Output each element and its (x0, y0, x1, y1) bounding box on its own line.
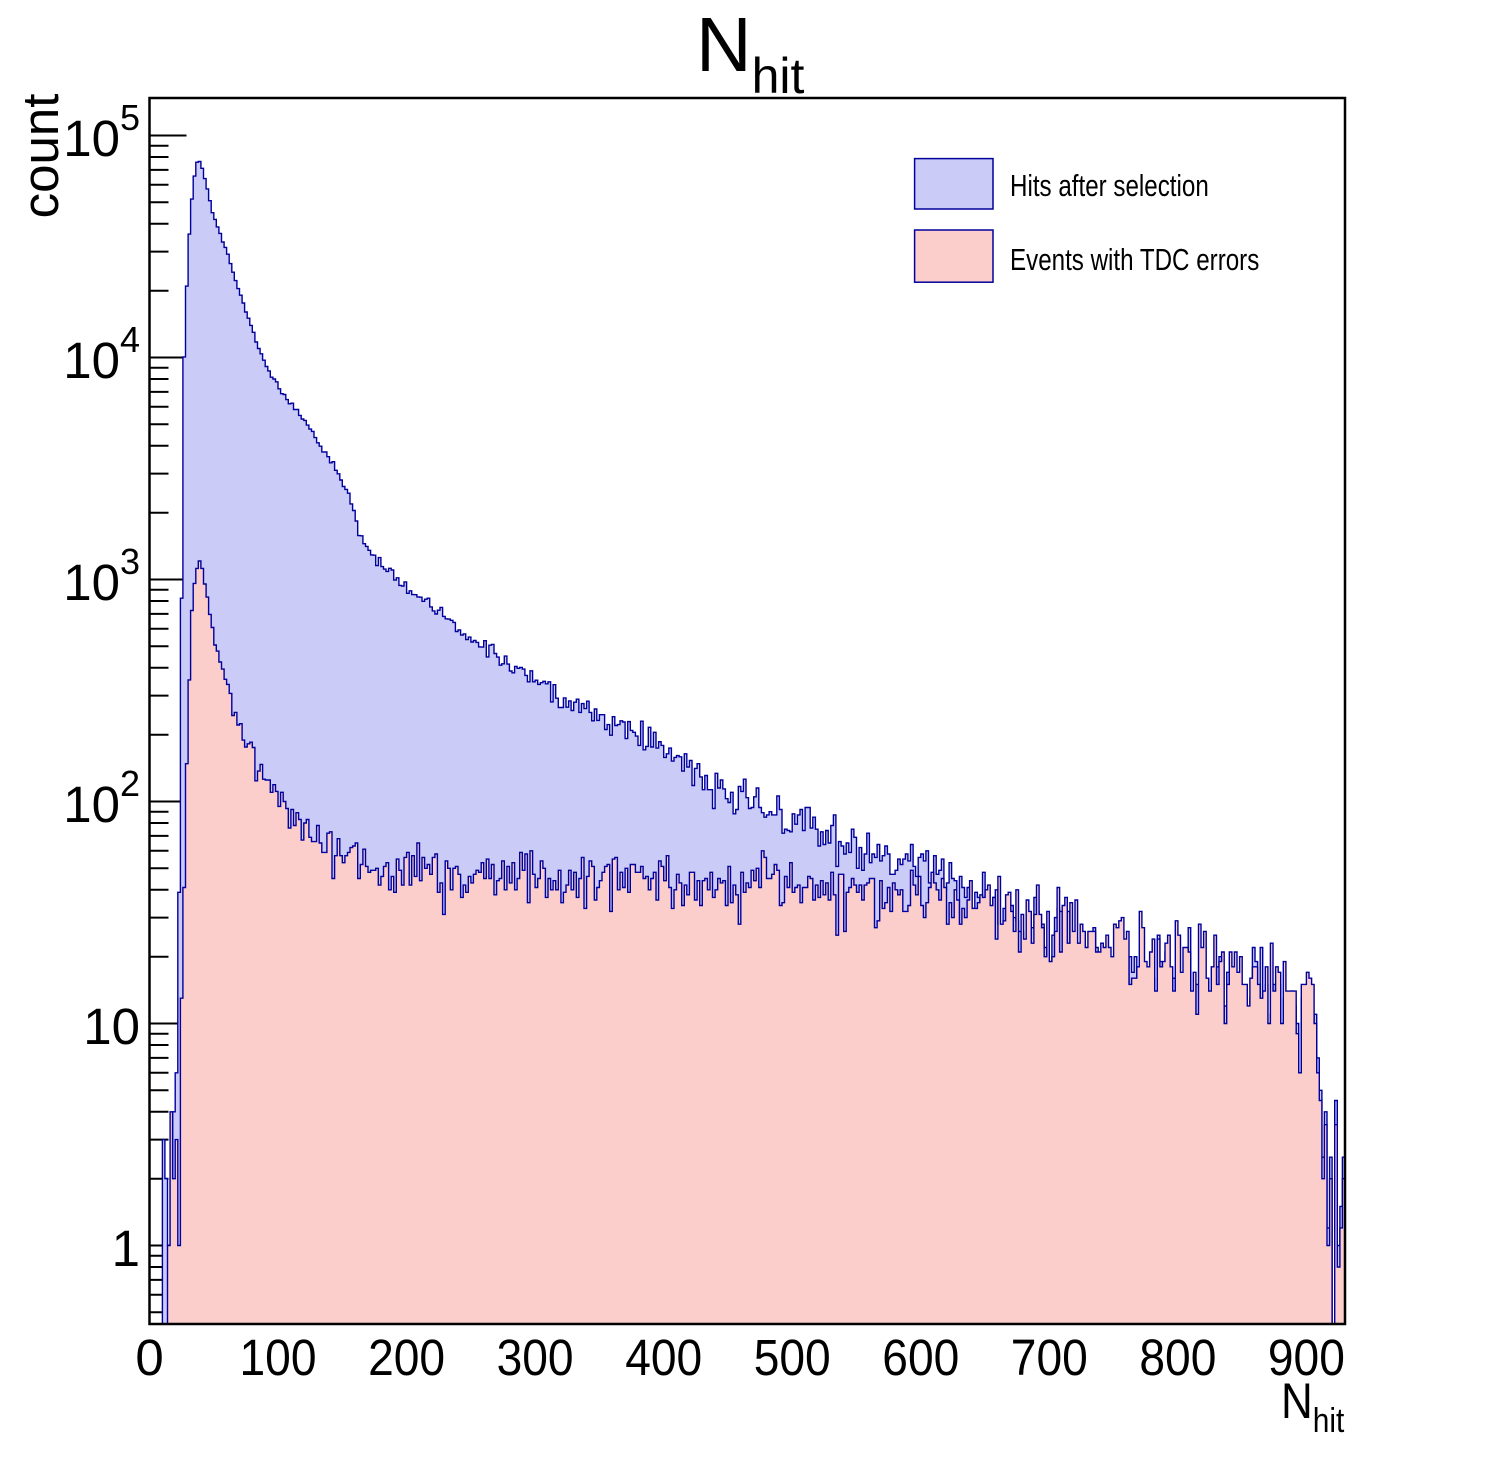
svg-text:500: 500 (754, 1329, 831, 1386)
svg-text:1: 1 (112, 1220, 140, 1277)
svg-text:200: 200 (368, 1329, 445, 1386)
svg-text:900: 900 (1268, 1329, 1345, 1386)
svg-text:count: count (12, 94, 69, 219)
svg-text:Nhit: Nhit (1281, 1372, 1344, 1439)
svg-text:700: 700 (1011, 1329, 1088, 1386)
svg-text:10: 10 (83, 998, 140, 1055)
svg-text:Hits after selection: Hits after selection (1010, 168, 1209, 203)
svg-text:300: 300 (497, 1329, 574, 1386)
svg-text:100: 100 (240, 1329, 317, 1386)
svg-text:0: 0 (135, 1329, 163, 1386)
svg-text:Events with TDC errors: Events with TDC errors (1010, 242, 1259, 277)
svg-text:800: 800 (1139, 1329, 1216, 1386)
svg-text:600: 600 (882, 1329, 959, 1386)
svg-text:400: 400 (625, 1329, 702, 1386)
